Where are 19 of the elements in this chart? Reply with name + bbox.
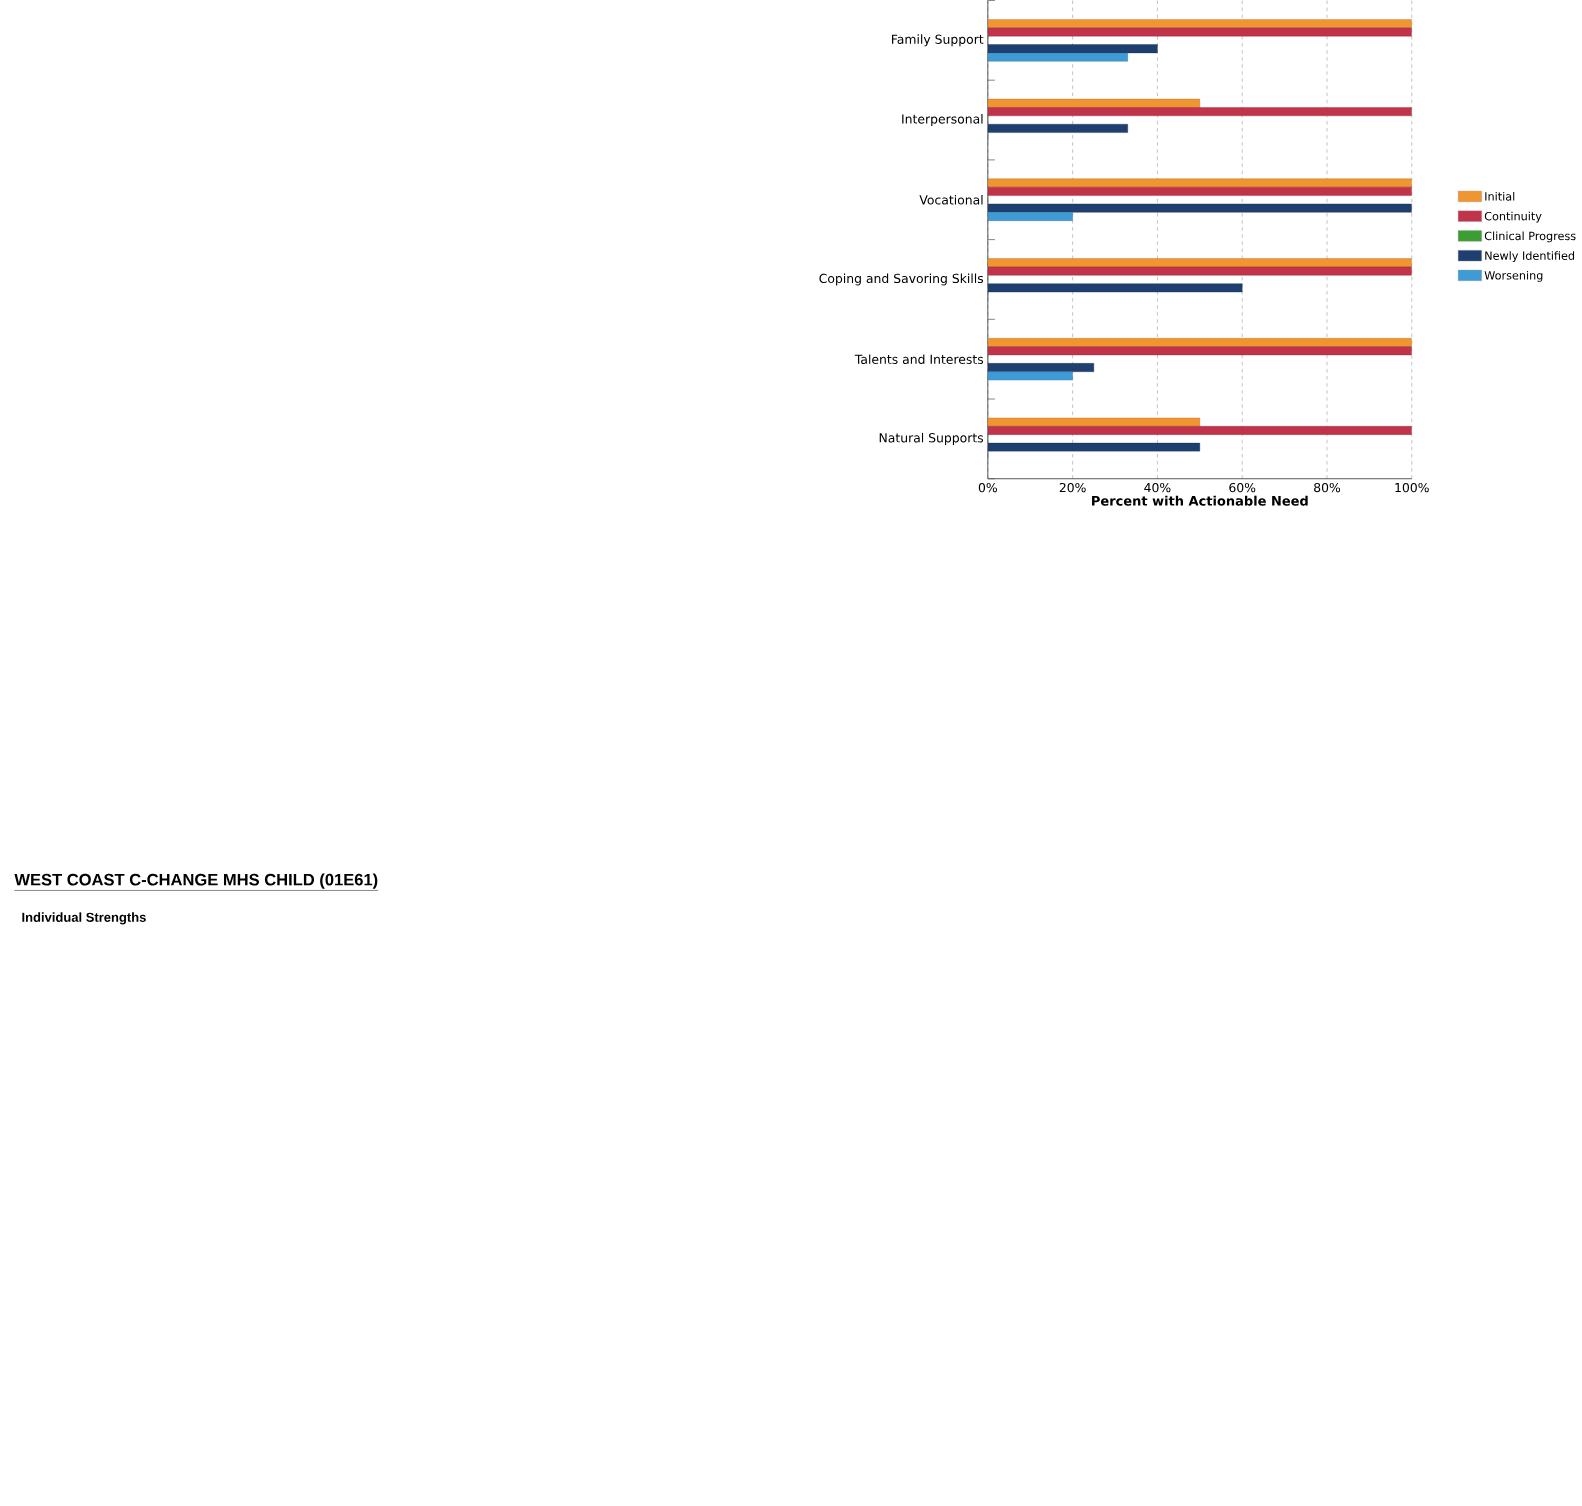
text: WEST COAST C-CHANGE MHS CHILD (01E61) [14, 873, 378, 889]
bar [987, 19, 1412, 28]
bar [987, 107, 1412, 116]
bar [987, 338, 1412, 347]
bar [987, 442, 1200, 452]
bar [987, 426, 1412, 435]
bar [987, 346, 1412, 356]
bar [987, 258, 1412, 268]
bar [987, 203, 1412, 213]
bar [987, 283, 1243, 293]
bar [987, 266, 1412, 276]
bar [987, 44, 1158, 53]
bar [987, 363, 1094, 372]
bar [987, 123, 1128, 133]
bar [987, 417, 1200, 427]
bar [987, 186, 1412, 196]
bar [987, 27, 1412, 37]
bar [987, 178, 1412, 188]
bar [987, 98, 1200, 108]
